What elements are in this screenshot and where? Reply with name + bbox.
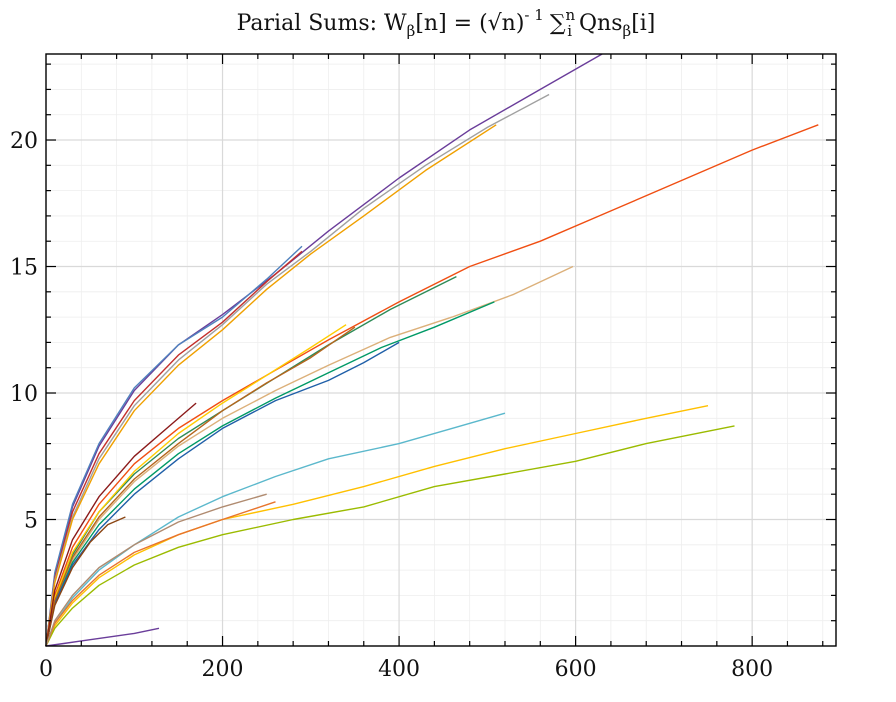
series-group [45, 53, 819, 647]
series-line-9 [45, 301, 495, 647]
major-gridlines [46, 54, 836, 646]
series-line-6 [45, 124, 819, 647]
x-axis-tick-labels: 0 200 400 600 800 [39, 657, 773, 682]
series-line-4 [45, 93, 550, 647]
series-line-18 [45, 501, 276, 647]
x-tick-label: 400 [378, 657, 420, 682]
series-line-19 [45, 493, 267, 647]
series-line-1 [45, 53, 603, 647]
series-line-11 [45, 324, 347, 647]
series-line-2 [45, 245, 303, 647]
y-tick-label: 15 [10, 256, 38, 281]
series-line-16 [45, 405, 709, 647]
axis-ticks [46, 54, 836, 646]
x-tick-label: 800 [731, 657, 773, 682]
series-line-3 [45, 250, 303, 647]
x-tick-label: 0 [39, 657, 53, 682]
plot-frame [45, 53, 837, 647]
x-tick-label: 200 [202, 657, 244, 682]
y-tick-label: 10 [10, 382, 38, 407]
y-axis-tick-labels: 5 10 15 20 [10, 129, 38, 533]
y-tick-label: 20 [10, 129, 38, 154]
series-line-12 [45, 326, 356, 647]
x-tick-label: 600 [555, 657, 597, 682]
series-line-17 [45, 425, 735, 647]
series-line-8 [45, 265, 574, 647]
series-line-15 [45, 412, 506, 647]
minor-gridlines [46, 54, 836, 646]
series-line-7 [45, 275, 457, 647]
y-tick-label: 5 [24, 509, 38, 534]
series-line-14 [45, 516, 126, 647]
series-line-20 [45, 627, 160, 647]
chart-title: Parial Sums: Wβ[n] = (√n)- 1 ∑n i Qnsβ[i] [237, 6, 656, 40]
series-line-10 [45, 341, 400, 647]
series-line-5 [45, 124, 497, 647]
series-line-13 [45, 402, 197, 647]
